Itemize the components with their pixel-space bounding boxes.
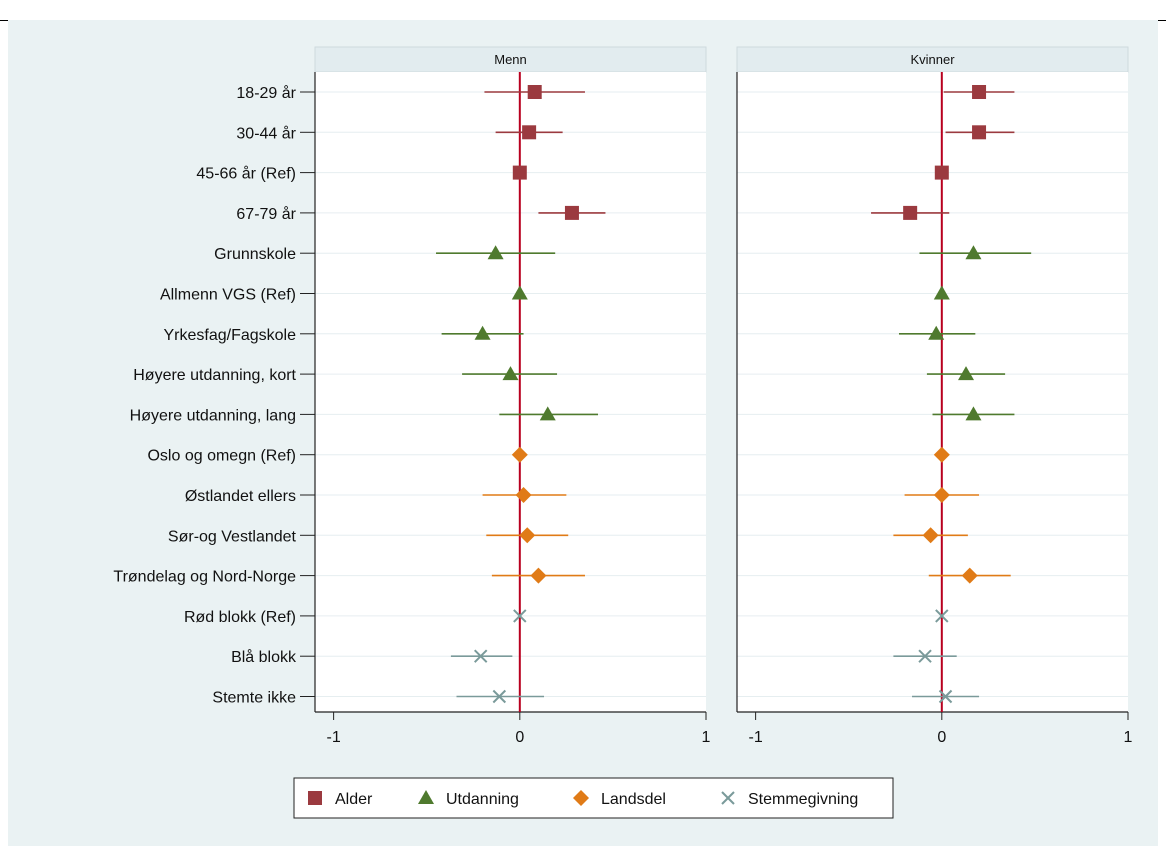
y-tick-label-yrkesfag-fagskole: Yrkesfag/Fagskole <box>163 327 296 344</box>
page-header-rule <box>0 0 1166 21</box>
panel-kvinner-point-sør-og-vestlandet <box>922 527 939 544</box>
panel-kvinner-point-18-29-år <box>972 85 987 99</box>
panel-menn-point-østlandet-ellers <box>515 487 532 503</box>
panel-kvinner-point-67-79-år <box>903 205 918 220</box>
panel-kvinner-point-blå-blokk <box>918 649 932 663</box>
panel-menn-point-blå-blokk <box>474 649 488 663</box>
panel-menn-point-oslo-og-omegn-ref <box>511 446 528 463</box>
panel-menn-point-18-29-år <box>527 85 542 99</box>
y-tick-label-østlandet-ellers: Østlandet ellers <box>185 488 296 505</box>
coefficient-plot: 18-29 år 30-44 år 45-66 år (Ref) 67-79 år Gr… <box>113 46 1133 819</box>
panel-menn-title: Menn <box>494 52 527 67</box>
legend-marker-stemmegivning <box>721 791 735 805</box>
panel-menn-x-tick-label-1: 1 <box>702 729 711 746</box>
y-tick-label-rød-blokk-ref: Rød blokk (Ref) <box>184 609 296 626</box>
panel-kvinner-x-tick-label-1: 1 <box>1124 729 1133 746</box>
y-tick-label-18-29-år: 18-29 år <box>236 84 296 102</box>
panel-menn-x-tick-label--1: -1 <box>327 729 341 746</box>
panel-kvinner-series-stemmegivning <box>893 609 980 704</box>
panel-kvinner-point-oslo-og-omegn-ref <box>933 446 950 463</box>
panel-kvinner-title: Kvinner <box>910 52 955 67</box>
legend-marker-utdanning <box>418 790 434 804</box>
y-tick-label-30-44-år: 30-44 år <box>236 124 296 142</box>
panel-kvinner-plot-area <box>737 72 1128 712</box>
panel-kvinner-point-østlandet-ellers <box>933 487 950 503</box>
panel-kvinner-point-grunnskole <box>965 245 982 260</box>
panel-kvinner-header <box>736 46 1129 73</box>
panel-menn-point-30-44-år <box>522 125 537 140</box>
y-tick-label-blå-blokk: Blå blokk <box>231 648 297 666</box>
panel-kvinner-series-utdanning <box>898 245 1032 421</box>
y-tick-label-67-79-år: 67-79 år <box>236 205 296 223</box>
y-tick-label-grunnskole: Grunnskole <box>214 246 296 263</box>
y-tick-label-oslo-og-omegn-ref: Oslo og omegn (Ref) <box>147 448 296 465</box>
legend-box <box>293 777 894 819</box>
panel-menn-point-67-79-år <box>564 205 579 220</box>
panel-kvinner-point-allmenn-vgs-ref <box>933 285 950 300</box>
panel-kvinner-point-trøndelag-og-nord-norge <box>961 567 978 584</box>
legend-marker-landsdel <box>573 790 589 806</box>
panel-kvinner-point-rød-blokk-ref <box>935 609 949 623</box>
legend-label-landsdel: Landsdel <box>601 791 666 808</box>
panel-kvinner-point-yrkesfag-fagskole <box>928 325 945 340</box>
y-tick-label-trøndelag-og-nord-norge: Trøndelag og Nord-Norge <box>113 569 296 586</box>
panel-menn-point-rød-blokk-ref <box>513 609 527 623</box>
panel-menn-plot-area <box>315 72 706 712</box>
legend-label-utdanning: Utdanning <box>446 791 519 808</box>
panel-menn-point-høyere-utdanning-lang <box>539 406 556 421</box>
panel-menn-point-allmenn-vgs-ref <box>511 285 528 300</box>
panel-menn-point-yrkesfag-fagskole <box>474 325 491 340</box>
panel-menn-point-45-66-år-ref <box>512 165 527 180</box>
panel-kvinner-point-30-44-år <box>972 125 987 140</box>
panel-menn: Menn -1 0 1 <box>314 46 711 746</box>
panel-menn-x-tick-label-0: 0 <box>515 729 524 746</box>
y-tick-label-allmenn-vgs-ref: Allmenn VGS (Ref) <box>160 287 296 304</box>
panel-menn-series-stemmegivning <box>450 609 545 704</box>
panel-kvinner: Kvinner -1 0 1 <box>736 46 1133 746</box>
y-tick-label-45-66-år-ref: 45-66 år (Ref) <box>196 165 296 183</box>
panel-menn-series-utdanning <box>436 245 599 421</box>
legend: Alder Utdanning Landsdel Stemmegivning <box>293 777 894 819</box>
panel-kvinner-point-høyere-utdanning-kort <box>958 366 975 381</box>
panel-kvinner-x-tick-label--1: -1 <box>749 729 763 746</box>
panel-menn-point-sør-og-vestlandet <box>519 527 536 544</box>
panel-kvinner-x-tick-label-0: 0 <box>937 729 946 746</box>
panel-kvinner-point-høyere-utdanning-lang <box>965 406 982 421</box>
legend-marker-alder <box>308 791 322 805</box>
panel-kvinner-series-alder <box>871 85 1015 220</box>
figure-frame: 18-29 år 30-44 år 45-66 år (Ref) 67-79 år Gr… <box>8 20 1158 846</box>
panel-menn-point-trøndelag-og-nord-norge <box>530 567 547 584</box>
panel-kvinner-point-45-66-år-ref <box>934 165 949 180</box>
y-tick-label-høyere-utdanning-kort: Høyere utdanning, kort <box>133 367 296 384</box>
panel-kvinner-point-stemte-ikke <box>938 689 953 704</box>
y-tick-label-høyere-utdanning-lang: Høyere utdanning, lang <box>130 407 296 424</box>
panel-menn-point-grunnskole <box>487 245 504 260</box>
panel-menn-point-høyere-utdanning-kort <box>502 366 519 381</box>
legend-label-alder: Alder <box>335 791 373 808</box>
legend-label-stemmegivning: Stemmegivning <box>748 791 858 808</box>
panel-menn-series-landsdel <box>482 446 585 584</box>
panel-kvinner-series-landsdel <box>893 446 1011 584</box>
panel-menn-point-stemte-ikke <box>492 689 507 704</box>
panel-menn-series-alder <box>484 85 606 220</box>
y-tick-label-stemte-ikke: Stemte ikke <box>212 690 296 707</box>
y-tick-label-sør-og-vestlandet: Sør-og Vestlandet <box>168 528 297 545</box>
